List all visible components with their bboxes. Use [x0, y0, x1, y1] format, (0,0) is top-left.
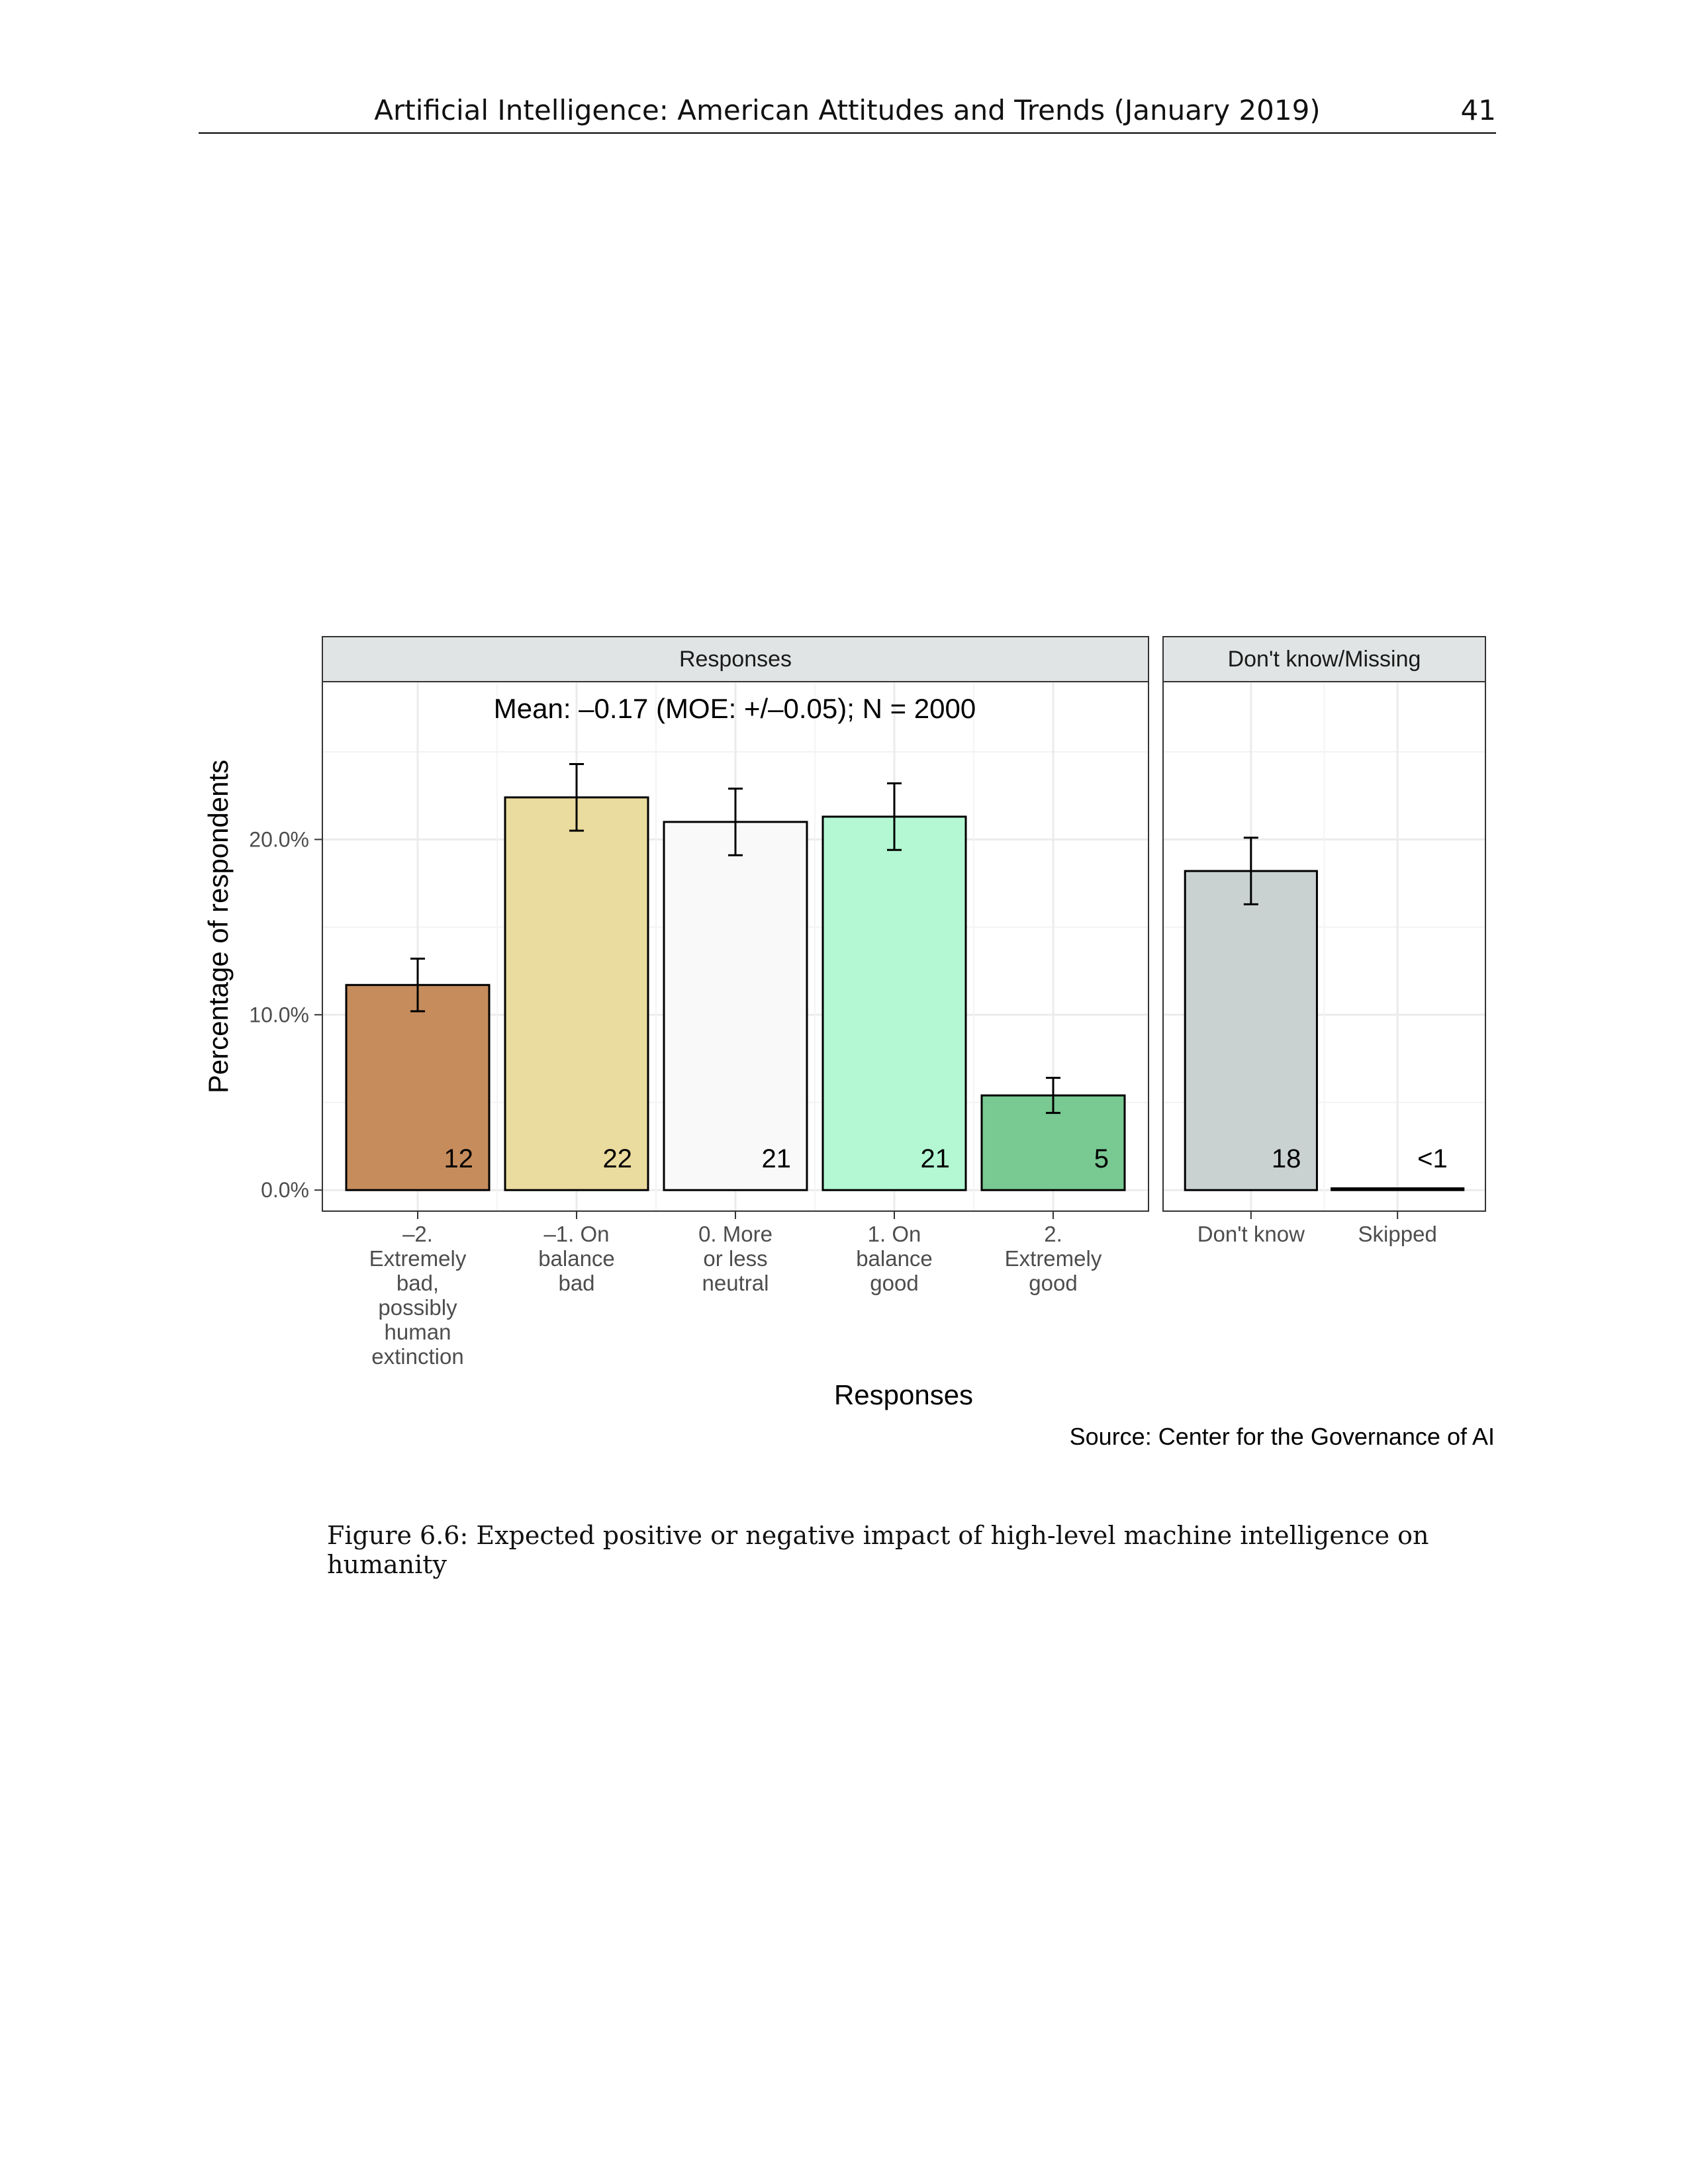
x-tick-label-line: 1. On: [868, 1222, 921, 1246]
x-tick-label-line: neutral: [702, 1271, 769, 1295]
bar-value-label: 22: [603, 1144, 633, 1173]
x-tick-label-line: bad,: [397, 1271, 439, 1295]
bar-value-label: 21: [762, 1144, 792, 1173]
running-title: Artificial Intelligence: American Attitu…: [374, 94, 1321, 126]
x-tick-label-line: Skipped: [1358, 1222, 1437, 1246]
x-tick-label: Don't know: [1197, 1222, 1305, 1246]
x-tick-label: Skipped: [1358, 1222, 1437, 1246]
page-number: 41: [1460, 94, 1496, 126]
x-tick-label-line: human: [385, 1320, 451, 1344]
x-tick-label: 0. More or less neutral: [698, 1222, 773, 1295]
bar: [821, 815, 967, 1191]
x-axis-title: Responses: [834, 1379, 973, 1410]
x-tick-label-line: –1. On: [543, 1222, 609, 1246]
chart-annotation: Mean: –0.17 (MOE: +/–0.05); N = 2000: [494, 693, 976, 724]
bar: [345, 983, 491, 1191]
panel-header: [1162, 636, 1486, 682]
x-tick-label-line: possibly: [378, 1295, 457, 1320]
x-tick-label-line: good: [870, 1271, 918, 1295]
bar-value-label: 5: [1094, 1144, 1109, 1173]
bar-value-label: <1: [1417, 1144, 1448, 1173]
x-tick-label-line: balance: [856, 1246, 933, 1271]
y-tick-label: 0.0%: [261, 1178, 309, 1202]
panel-border: [322, 681, 1149, 1212]
y-axis-title: Percentage of respondents: [203, 760, 234, 1093]
bar: [663, 821, 808, 1191]
x-tick-label-line: Extremely: [369, 1246, 467, 1271]
bar-value-label: 12: [444, 1144, 474, 1173]
panel-title: Responses: [679, 647, 792, 672]
bar: [504, 796, 649, 1191]
x-tick-label-line: good: [1029, 1271, 1077, 1295]
bar: [1331, 1187, 1465, 1191]
running-head: Artificial Intelligence: American Attitu…: [199, 86, 1496, 134]
chart-source: Source: Center for the Governance of AI: [1069, 1423, 1495, 1450]
x-tick-label: 2. Extremely good: [1005, 1222, 1102, 1295]
y-tick-label: 20.0%: [249, 827, 309, 851]
bar-value-label: 18: [1272, 1144, 1301, 1173]
bar: [1184, 870, 1318, 1191]
x-tick-label: –1. On balance bad: [538, 1222, 615, 1295]
x-tick-label-line: extinction: [371, 1344, 463, 1369]
figure-caption: Figure 6.6: Expected positive or negativ…: [327, 1521, 1429, 1579]
y-tick-label: 10.0%: [249, 1003, 309, 1026]
panel-title: Don't know/Missing: [1228, 647, 1421, 672]
x-tick-label: 1. On balance good: [856, 1222, 933, 1295]
x-tick-label-line: 0. More: [698, 1222, 773, 1246]
x-tick-label-line: bad: [558, 1271, 594, 1295]
x-tick-label-line: –2.: [402, 1222, 433, 1246]
x-tick-label: –2. Extremely bad, possibly human extinction: [369, 1222, 467, 1369]
x-tick-label-line: or less: [703, 1246, 767, 1271]
x-tick-label-line: Extremely: [1005, 1246, 1102, 1271]
x-tick-label-line: Don't know: [1197, 1222, 1305, 1246]
x-tick-label-line: 2.: [1044, 1222, 1062, 1246]
panel-border: [1162, 681, 1486, 1212]
bar-value-label: 21: [921, 1144, 951, 1173]
x-tick-label-line: balance: [538, 1246, 615, 1271]
